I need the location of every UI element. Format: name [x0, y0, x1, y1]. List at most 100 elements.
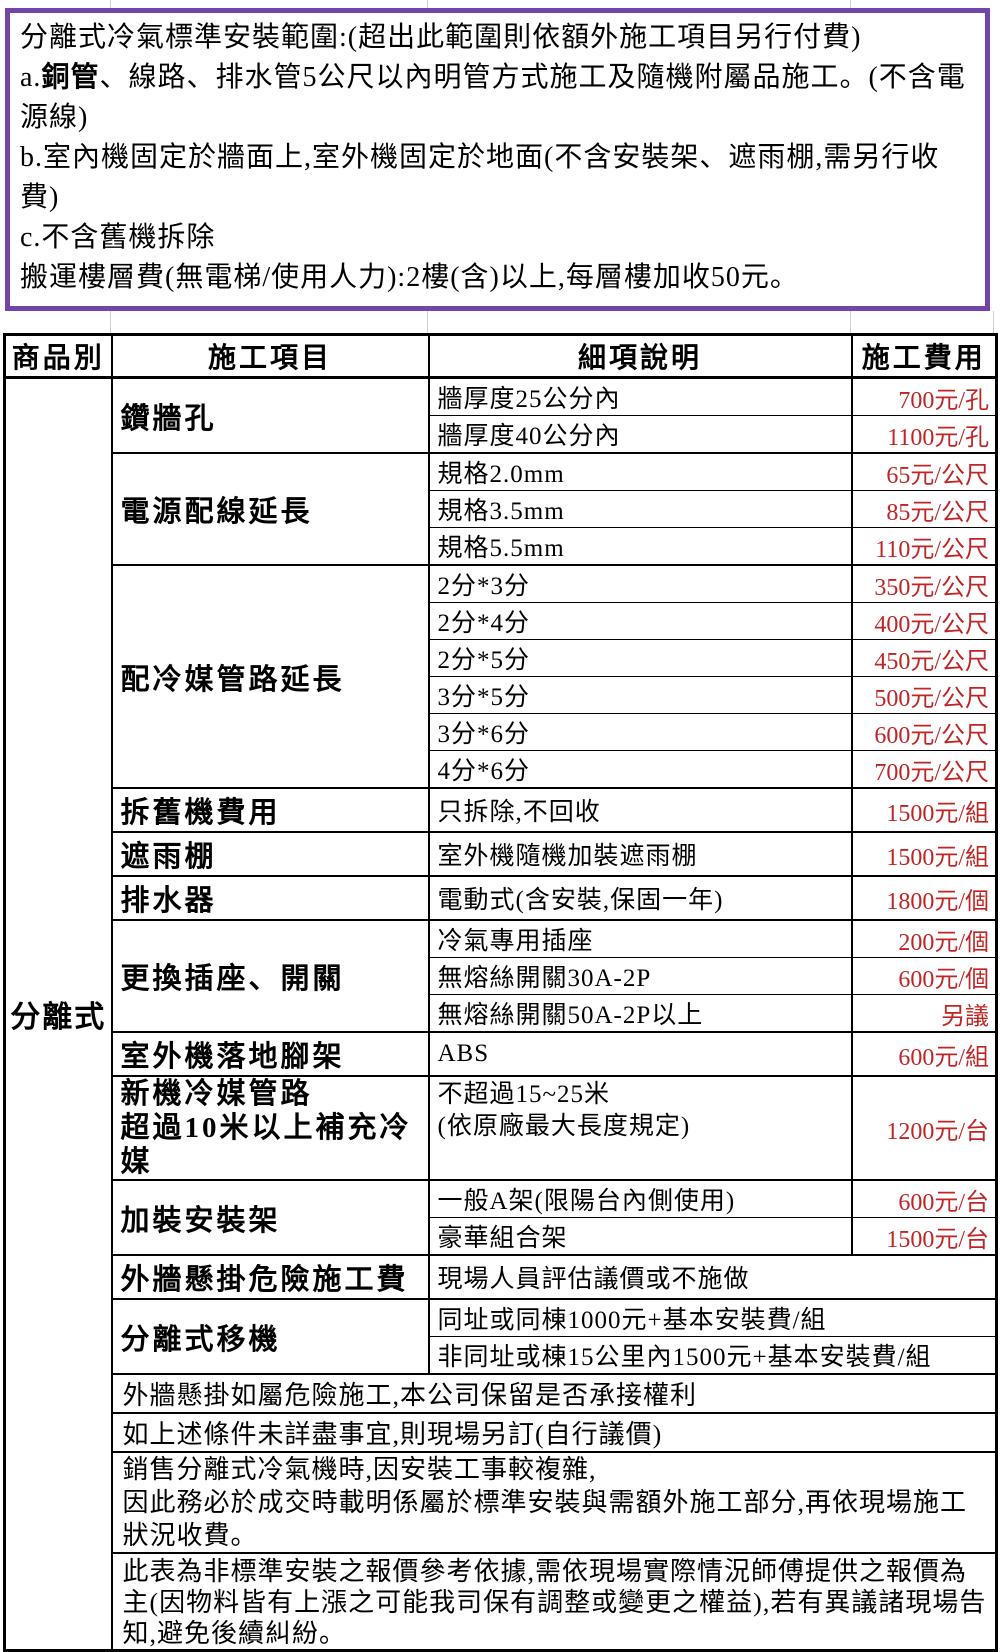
desc-cell: 4分*6分 [427, 750, 852, 789]
item-cell: 更換插座、開關 [110, 919, 429, 1033]
desc-cell: 2分*4分 [427, 602, 852, 640]
table-row: 外牆懸掛如屬危險施工,本公司保留是否承接權利 [5, 1373, 997, 1414]
table-row: 此表為非標準安裝之報價參考依據,需依現場實際情況師傅提供之報價為主(因物料皆有上… [5, 1552, 997, 1651]
item-cell: 外牆懸掛危險施工費 [110, 1254, 429, 1300]
fee-cell: 1100元/孔 [850, 415, 997, 454]
gridline [427, 311, 428, 333]
item-cell: 電源配線延長 [110, 452, 429, 566]
desc-cell: 電動式(含安裝,保固一年) [427, 875, 852, 921]
fee-cell: 350元/公尺 [850, 564, 997, 603]
item-cell: 新機冷媒管路 超過10米以上補充冷媒 [110, 1075, 429, 1181]
table-row: 無熔絲開關50A-2P以上 另議 [5, 994, 997, 1033]
notice-line-c: c.不含舊機拆除 [20, 222, 216, 253]
desc-cell: 2分*5分 [427, 639, 852, 677]
note-cell: 銷售分離式冷氣機時,因安裝工事較複雜, 因此務必於成交時載明係屬於標準安裝與需額… [110, 1451, 997, 1554]
page: 分離式冷氣標準安裝範圍:(超出此範圍則依額外施工項目另行付費) a.銅管、線路、… [3, 0, 998, 1652]
fee-cell: 85元/公尺 [850, 490, 997, 528]
notice-line-a-prefix: a. [20, 62, 42, 93]
gridline [110, 0, 111, 8]
fee-cell: 400元/公尺 [850, 602, 997, 640]
desc-cell: 只拆除,不回收 [427, 787, 852, 833]
table-row: 排水器 電動式(含安裝,保固一年) 1800元/個 [5, 875, 997, 921]
notice-line-scope: 分離式冷氣標準安裝範圍:(超出此範圍則依額外施工項目另行付費) [20, 22, 862, 53]
fee-cell: 600元/台 [850, 1179, 997, 1218]
table-row: 無熔絲開關30A-2P 600元/個 [5, 957, 997, 995]
header-work-item: 施工項目 [110, 334, 429, 379]
desc-cell: 一般A架(限陽台內側使用) [427, 1179, 852, 1218]
notice-line-a-bold: 銅管 [41, 62, 100, 93]
note-line: 因此務必於成交時載明係屬於標準安裝與需額外施工部分,再依現場施工狀況收費。 [122, 1488, 968, 1550]
product-cell: 分離式 [4, 377, 112, 1651]
desc-cell: 3分*5分 [427, 676, 852, 714]
table-row: 外牆懸掛危險施工費 現場人員評估議價或不施做 [5, 1254, 997, 1300]
fee-cell: 200元/個 [850, 919, 997, 958]
desc-cell: 現場人員評估議價或不施做 [427, 1254, 997, 1300]
table-row: 規格3.5mm 85元/公尺 [5, 490, 997, 528]
header-detail: 細項說明 [427, 334, 852, 379]
notice-line-a-rest: 、線路、排水管5公尺以內明管方式施工及隨機附屬品施工。(不含電源線) [20, 62, 966, 133]
fee-cell: 1200元/台 [850, 1075, 997, 1181]
item-cell: 配冷媒管路延長 [110, 564, 429, 789]
table-row: 非同址或棟15公里內1500元+基本安裝費/組 [5, 1336, 997, 1375]
fee-cell: 1800元/個 [850, 875, 997, 921]
note-cell: 此表為非標準安裝之報價參考依據,需依現場實際情況師傅提供之報價為主(因物料皆有上… [110, 1552, 997, 1651]
table-row: 加裝安裝架 一般A架(限陽台內側使用) 600元/台 [5, 1179, 997, 1256]
item-line: 超過10米以上補充冷媒 [120, 1112, 412, 1178]
table-row: 銷售分離式冷氣機時,因安裝工事較複雜, 因此務必於成交時載明係屬於標準安裝與需額… [5, 1451, 997, 1554]
fee-cell: 600元/組 [850, 1031, 997, 1077]
desc-cell: 牆厚度40公分內 [427, 415, 852, 454]
table-row: 遮雨棚 室外機隨機加裝遮雨棚 1500元/組 [5, 831, 997, 877]
desc-cell: 規格2.0mm [427, 452, 852, 491]
table-row: 新機冷媒管路 超過10米以上補充冷媒 不超過15~25米 (依原廠最大長度規定)… [5, 1075, 997, 1181]
table-row: 配冷媒管路延長 2分*3分 350元/公尺 [5, 564, 997, 789]
table-row: 拆舊機費用 只拆除,不回收 1500元/組 [5, 787, 997, 833]
note-cell: 如上述條件未詳盡事宜,則現場另訂(自行議價) [110, 1412, 997, 1453]
desc-cell: 無熔絲開關50A-2P以上 [427, 994, 852, 1033]
gridline [993, 311, 994, 333]
fee-cell: 1500元/組 [850, 831, 997, 877]
note-line: 銷售分離式冷氣機時,因安裝工事較複雜, [122, 1455, 597, 1484]
fee-cell: 700元/孔 [850, 377, 997, 416]
table-row: 豪華組合架 1500元/台 [5, 1217, 997, 1256]
header-fee: 施工費用 [850, 334, 997, 379]
fee-cell: 1500元/組 [850, 787, 997, 833]
gridline [110, 311, 111, 333]
desc-cell: ABS [427, 1031, 852, 1077]
desc-cell: 2分*3分 [427, 564, 852, 603]
desc-cell: 3分*6分 [427, 713, 852, 751]
desc-cell: 豪華組合架 [427, 1217, 852, 1256]
fee-cell: 1500元/台 [850, 1217, 997, 1256]
notice-line-b: b.室內機固定於牆面上,室外機固定於地面(不含安裝架、遮雨棚,需另行收費) [20, 142, 940, 213]
item-cell: 室外機落地腳架 [110, 1031, 429, 1077]
header-product-category: 商品別 [4, 334, 112, 379]
desc-line: 不超過15~25米 [437, 1081, 611, 1108]
table-row: 如上述條件未詳盡事宜,則現場另訂(自行議價) [5, 1412, 997, 1453]
notice-line-floor-fee: 搬運樓層費(無電梯/使用人力):2樓(含)以上,每層樓加收50元。 [20, 262, 799, 293]
item-cell: 排水器 [110, 875, 429, 921]
desc-cell: 規格3.5mm [427, 490, 852, 528]
item-line: 新機冷媒管路 [120, 1078, 313, 1110]
table-row: 室外機落地腳架 ABS 600元/組 [5, 1031, 997, 1077]
table-row: 更換插座、開關 冷氣專用插座 200元/個 [5, 919, 997, 1033]
fee-cell: 500元/公尺 [850, 676, 997, 714]
desc-cell: 無熔絲開關30A-2P [427, 957, 852, 995]
table-row: 分離式 鑽牆孔 牆厚度25公分內 700元/孔 [4, 377, 997, 1651]
desc-cell: 牆厚度25公分內 [427, 377, 852, 416]
item-cell: 遮雨棚 [110, 831, 429, 877]
gridline [850, 311, 851, 333]
fee-cell: 700元/公尺 [850, 750, 997, 789]
table-row: 3分*5分 500元/公尺 [5, 676, 997, 714]
fee-cell: 450元/公尺 [850, 639, 997, 677]
desc-cell: 規格5.5mm [427, 527, 852, 566]
fee-cell: 600元/公尺 [850, 713, 997, 751]
item-cell: 加裝安裝架 [110, 1179, 429, 1256]
desc-cell: 同址或同棟1000元+基本安裝費/組 [427, 1298, 997, 1337]
item-cell: 分離式移機 [110, 1298, 429, 1375]
notice-line-a: a.銅管、線路、排水管5公尺以內明管方式施工及隨機附屬品施工。(不含電源線) [20, 58, 975, 138]
table-row: 4分*6分 700元/公尺 [5, 750, 997, 789]
table-row: 電源配線延長 規格2.0mm 65元/公尺 [5, 452, 997, 566]
table-row: 牆厚度40公分內 1100元/孔 [5, 415, 997, 454]
table-row: 3分*6分 600元/公尺 [5, 713, 997, 751]
table-row: 分離式移機 同址或同棟1000元+基本安裝費/組 [5, 1298, 997, 1375]
fee-cell: 65元/公尺 [850, 452, 997, 491]
